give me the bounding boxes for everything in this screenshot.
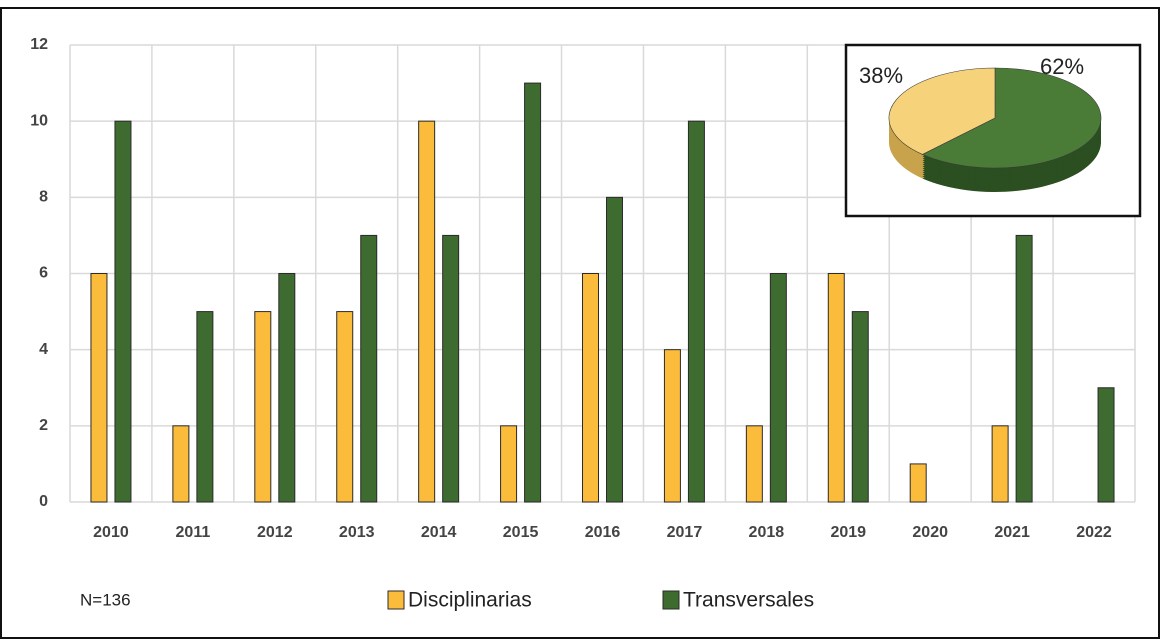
x-tick-label: 2020 [912,524,948,541]
legend-label: Disciplinarias [408,589,532,612]
x-tick-label: 2018 [749,524,785,541]
bar [172,425,190,503]
x-tick-label: 2010 [93,524,129,541]
y-tick-label: 6 [39,265,48,282]
x-tick-label: 2014 [421,524,457,541]
bar [851,311,869,503]
bar [90,273,108,503]
x-tick-label: 2013 [339,524,375,541]
bar [114,120,132,503]
x-tick-label: 2022 [1076,524,1112,541]
x-tick-label: 2016 [585,524,621,541]
pie-slice [921,67,1102,169]
bar [418,120,436,503]
bar [500,425,518,503]
y-tick-label: 2 [39,417,48,434]
bar [442,234,460,503]
bar [1097,387,1115,503]
legend-swatch [662,590,680,610]
bar [254,311,272,503]
pie-label: 62% [1040,54,1084,79]
bar [663,349,681,503]
bar [196,311,214,503]
y-tick-label: 12 [30,36,48,53]
bar [1015,234,1033,503]
legend-label: Transversales [683,589,814,612]
bar [582,273,599,503]
bar [769,273,787,503]
annotation: N=136 [80,590,131,609]
bar [606,196,623,503]
pie-slice [888,67,996,155]
bar [278,273,296,503]
x-tick-label: 2011 [176,524,211,541]
bar [360,234,378,503]
pie-label: 38% [859,63,903,88]
x-tick-label: 2015 [503,524,539,541]
y-tick-label: 8 [39,189,48,206]
x-tick-label: 2017 [667,524,703,541]
bar [991,425,1009,503]
y-tick-label: 4 [39,341,48,358]
bar [827,273,845,503]
x-tick-label: 2019 [830,524,866,541]
y-tick-label: 10 [30,112,48,129]
bar [687,120,705,503]
y-tick-label: 0 [39,493,48,510]
legend-swatch [387,590,405,610]
bar [336,311,354,503]
bar [745,425,763,503]
x-tick-label: 2021 [994,524,1030,541]
x-tick-label: 2012 [257,524,293,541]
bar [524,82,542,503]
bar [909,463,927,503]
